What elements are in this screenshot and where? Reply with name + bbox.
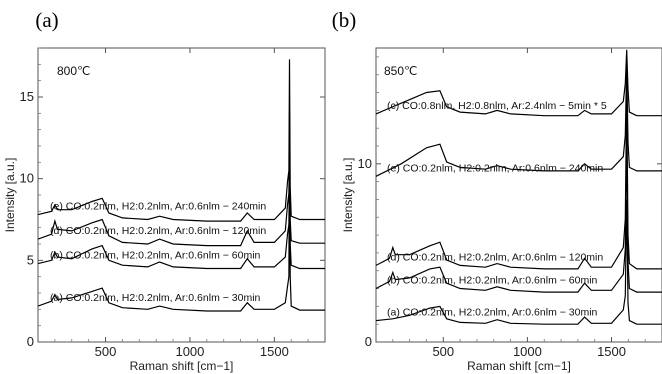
series-label-1: (a) CO:0.2nlm, H2:0.2nlm, Ar:0.6nlm − 30… [387, 307, 598, 319]
x-tick-label: 500 [432, 344, 454, 359]
chart-panel-a: (a) 500 1000 1500 0 5 10 15 Raman shift [cm−1] In… [3, 8, 326, 373]
series-line-5 [376, 49, 662, 117]
plot-frame [375, 47, 662, 343]
x-tick-label: 1500 [260, 344, 289, 359]
y-axis-label: Intensity [a.u.] [341, 158, 355, 233]
series-label-2: (b) CO:0.2nlm, H2:0.2nlm, Ar:0.6nlm − 60… [387, 275, 598, 287]
x-tick-label: 1500 [597, 344, 626, 359]
x-tick-label: 500 [95, 344, 117, 359]
series-label-1: (a) CO:0.2nlm, H2:0.2nlm, Ar:0.6nlm − 30… [50, 292, 261, 304]
chart-panel-b: (b) 500 1000 1500 0 10 Raman shift [cm−1] Inten… [332, 8, 662, 373]
x-axis-label: Raman shift [cm−1] [467, 359, 571, 373]
series-line-4 [38, 59, 325, 222]
series-label-3: (d) CO:0.2nlm, H2:0.2nlm, Ar:0.6nlm − 12… [50, 225, 266, 237]
x-tick-label: 1000 [513, 344, 542, 359]
series-label-4: (e) CO:0.2nlm, H2:0.2nlm, Ar:0.6nlm − 24… [50, 201, 266, 213]
temperature-label: 850℃ [384, 64, 418, 78]
temperature-label: 800℃ [57, 64, 91, 78]
y-tick-label: 0 [365, 334, 372, 349]
series-label-3: (d) CO:0.2nlm, H2:0.2nlm, Ar:0.6nlm − 12… [387, 251, 603, 263]
y-tick-label: 0 [27, 334, 34, 349]
y-tick-label: 10 [20, 171, 34, 186]
x-axis-label: Raman shift [cm−1] [130, 359, 234, 373]
y-axis-label: Intensity [a.u.] [3, 158, 17, 233]
panel-label: (b) [332, 8, 357, 32]
y-tick-label: 5 [27, 252, 34, 267]
y-tick-label: 10 [358, 156, 372, 171]
series-line-4 [376, 65, 662, 177]
y-tick-label: 15 [20, 89, 34, 104]
panel-label: (a) [35, 8, 58, 32]
series-label-5: (c) CO:0.8nlm, H2:0.8nlm, Ar:2.4nlm − 5m… [387, 100, 607, 112]
series-line-3 [376, 92, 662, 270]
series-label-2: (b) CO:0.2nlm, H2:0.2nlm, Ar:0.6nlm − 60… [50, 250, 261, 262]
x-tick-label: 1000 [175, 344, 204, 359]
series-label-4: (e) CO:0.2nlm, H2:0.2nlm, Ar:0.6nlm − 24… [387, 162, 603, 174]
